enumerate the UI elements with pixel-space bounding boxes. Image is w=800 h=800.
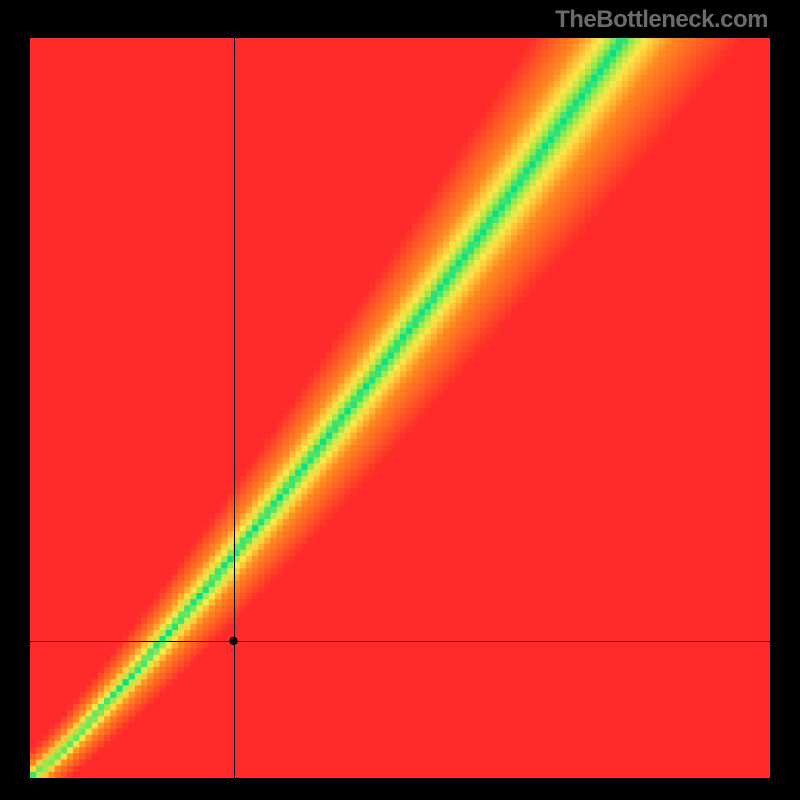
chart-container: TheBottleneck.com bbox=[0, 0, 800, 800]
plot-area bbox=[30, 38, 770, 778]
bottleneck-heatmap bbox=[30, 38, 770, 778]
watermark-label: TheBottleneck.com bbox=[555, 6, 768, 34]
